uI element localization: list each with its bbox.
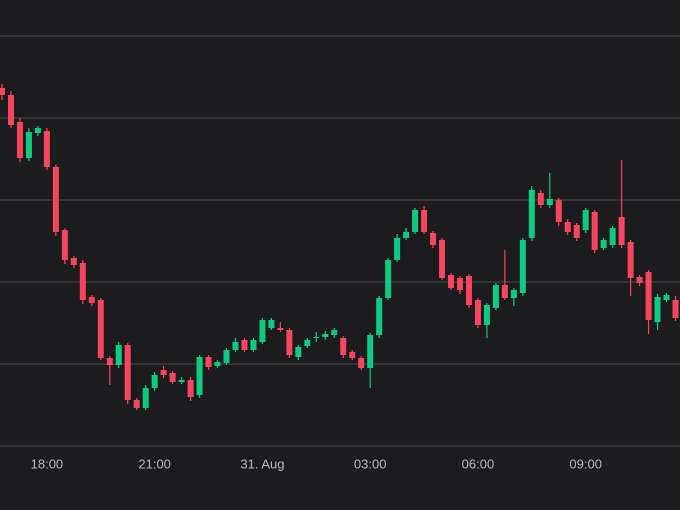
candle-body <box>115 345 122 365</box>
candle-body <box>304 340 311 346</box>
candle-body <box>412 210 419 232</box>
candle-body <box>286 330 293 355</box>
candle-body <box>448 275 454 288</box>
candle-body <box>618 217 625 245</box>
candle-body <box>151 375 158 388</box>
candle-body <box>340 338 347 355</box>
x-tick-label: 06:00 <box>462 456 495 471</box>
candle-body <box>465 276 472 305</box>
candle-body <box>582 210 589 230</box>
candle-body <box>79 263 86 300</box>
candle-body <box>313 337 320 338</box>
candle-body <box>474 300 481 325</box>
candle-body <box>61 230 68 260</box>
candle-body <box>214 362 221 366</box>
candle-body <box>349 352 356 358</box>
candle-body <box>97 300 104 358</box>
candle-body <box>160 370 167 375</box>
candle-body <box>196 357 203 395</box>
x-tick-label: 09:00 <box>569 456 602 471</box>
candle-body <box>187 380 194 397</box>
candle-body <box>16 122 23 158</box>
candle-body <box>259 320 266 342</box>
candle-body <box>34 128 41 133</box>
candle-body <box>573 225 580 238</box>
candle-body <box>600 240 607 248</box>
candle-body <box>501 285 508 298</box>
candle-body <box>250 340 257 350</box>
candle-body <box>124 345 131 400</box>
candle-body <box>322 334 329 337</box>
candle-body <box>331 330 338 335</box>
candle-body <box>627 242 634 278</box>
candle-body <box>672 300 679 318</box>
candle-body <box>663 295 670 300</box>
candle-body <box>43 131 50 167</box>
candle-body <box>519 240 526 293</box>
candle-body <box>609 228 616 245</box>
candle-body <box>456 278 463 290</box>
candle-body <box>367 335 374 368</box>
candle-body <box>528 190 535 238</box>
candle-body <box>169 373 176 382</box>
candle-body <box>376 298 383 335</box>
candle-body <box>403 232 410 238</box>
candle-body <box>358 358 365 368</box>
candle-body <box>232 342 239 350</box>
x-tick-label: 03:00 <box>354 456 387 471</box>
candle-body <box>133 400 140 408</box>
candle-body <box>394 238 401 260</box>
candle-body <box>385 260 392 298</box>
candle-body <box>106 358 113 365</box>
candle-body <box>277 328 284 330</box>
candle-body <box>636 277 643 283</box>
candle-body <box>178 380 185 382</box>
candle-body <box>295 347 302 357</box>
candle-body <box>421 210 428 232</box>
candle-body <box>483 305 490 325</box>
candle-body <box>654 297 661 322</box>
x-tick-label: 18:00 <box>31 456 64 471</box>
candle-body <box>241 340 248 350</box>
candle-body <box>88 297 95 303</box>
candle-body <box>52 167 59 232</box>
candle-body <box>70 258 77 265</box>
candle-body <box>492 285 499 308</box>
candle-body <box>7 95 14 125</box>
candle-body <box>268 320 275 328</box>
x-tick-label: 31. Aug <box>240 456 284 471</box>
candle-body <box>142 388 149 408</box>
candle-body <box>223 350 230 363</box>
candle-body <box>0 88 5 95</box>
candle-body <box>430 233 437 245</box>
candle-body <box>546 199 553 205</box>
candle-body <box>564 222 571 232</box>
candle-body <box>645 272 652 320</box>
candle-body <box>439 240 446 278</box>
candle-body <box>537 193 544 205</box>
candle-body <box>555 200 562 222</box>
candle-body <box>205 357 212 367</box>
x-tick-label: 21:00 <box>138 456 171 471</box>
candle-body <box>510 290 517 298</box>
candle-body <box>591 212 598 250</box>
candle-body <box>25 132 32 158</box>
